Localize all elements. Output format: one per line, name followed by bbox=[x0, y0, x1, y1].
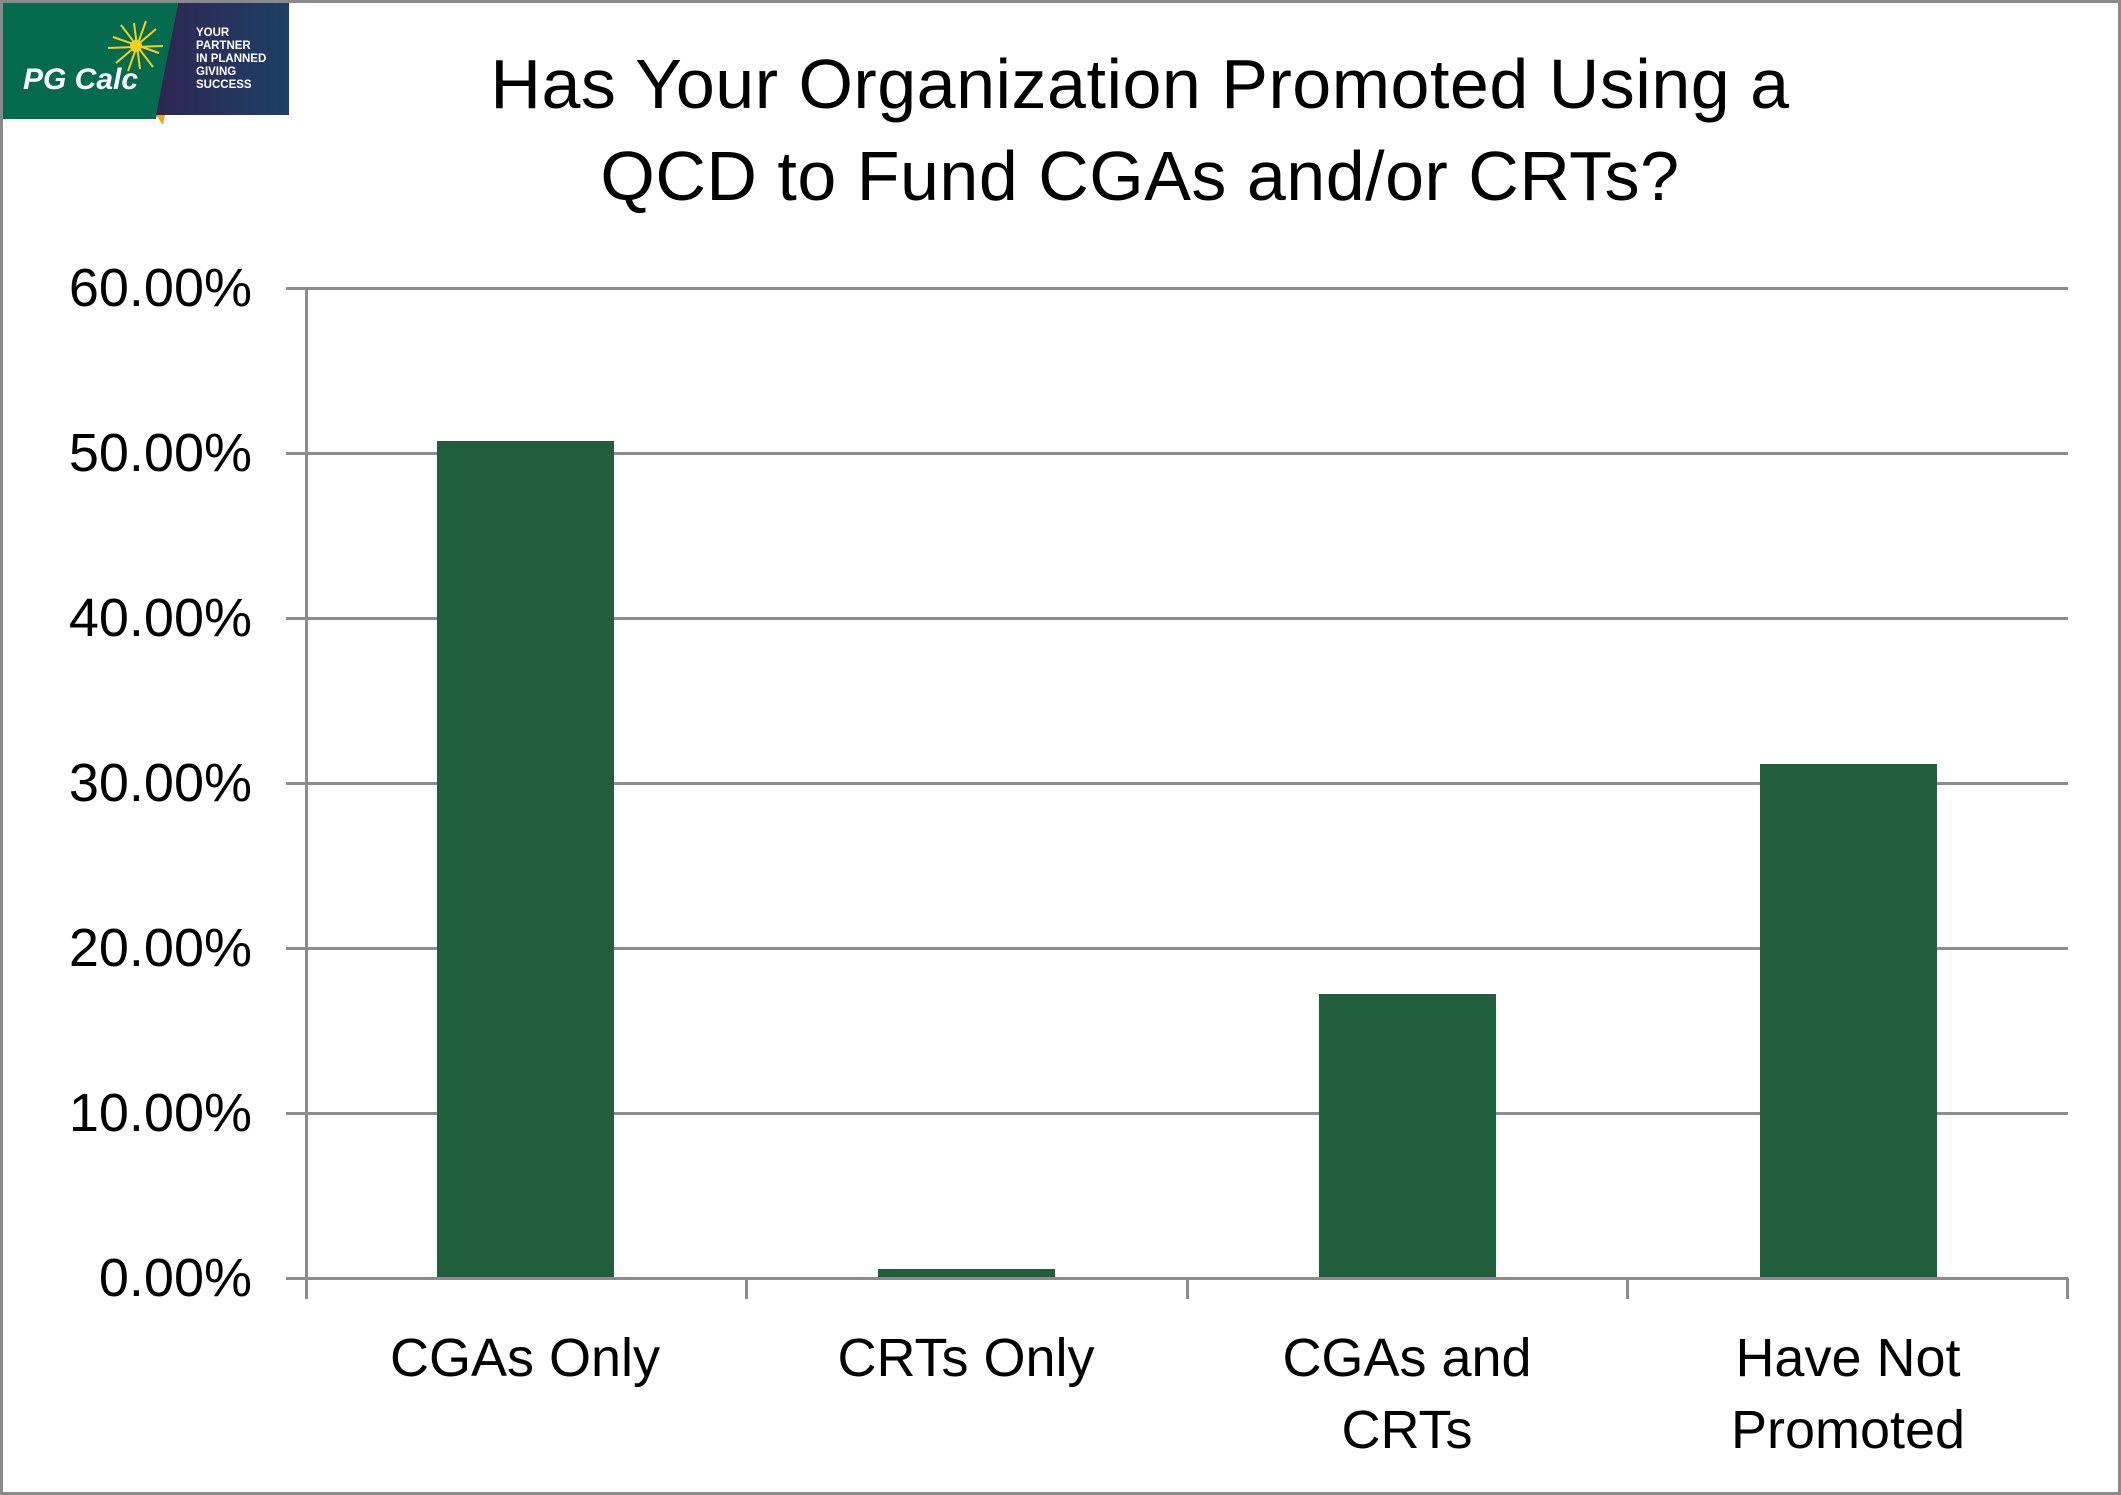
x-tick bbox=[2066, 1278, 2069, 1299]
x-tick bbox=[1186, 1278, 1189, 1299]
x-label-cgas-and-crts: CGAs and CRTs bbox=[1282, 1328, 1532, 1460]
bar-cgas-and-crts bbox=[1319, 994, 1496, 1278]
x-tick bbox=[305, 1278, 308, 1299]
gridline-20 bbox=[286, 947, 2068, 950]
svg-text:YOUR: YOUR bbox=[196, 27, 230, 39]
bar-crts-only bbox=[878, 1269, 1055, 1278]
svg-text:PARTNER: PARTNER bbox=[196, 40, 251, 52]
y-tick-label: 40.00% bbox=[68, 588, 252, 648]
gridline-10 bbox=[286, 1112, 2068, 1115]
chart-title-line-2: QCD to Fund CGAs and/or CRTs? bbox=[600, 137, 1680, 215]
bar-cgas-only bbox=[437, 441, 614, 1278]
chart-title: Has Your Organization Promoted Using a Q… bbox=[330, 38, 1950, 222]
gridline-40 bbox=[286, 617, 2068, 620]
x-label-cgas-only: CGAs Only bbox=[389, 1328, 661, 1388]
gridline-30 bbox=[286, 782, 2068, 785]
gridline-60 bbox=[286, 287, 2068, 290]
x-tick bbox=[1626, 1278, 1629, 1299]
y-tick-label: 30.00% bbox=[68, 753, 252, 813]
svg-text:IN PLANNED: IN PLANNED bbox=[196, 53, 266, 65]
pg-calc-logo: PG Calc YOUR PARTNER IN PLANNED GIVING S… bbox=[3, 3, 289, 124]
logo-brand: PG Calc bbox=[23, 63, 138, 96]
gridline-50 bbox=[286, 452, 2068, 455]
y-axis-line bbox=[305, 288, 308, 1299]
y-tick-label: 0.00% bbox=[98, 1248, 252, 1308]
svg-text:GIVING: GIVING bbox=[196, 66, 236, 78]
x-tick bbox=[745, 1278, 748, 1299]
x-label-have-not-promoted: Have Not Promoted bbox=[1730, 1328, 1966, 1460]
x-axis-line bbox=[286, 1277, 2068, 1280]
bar-have-not-promoted bbox=[1760, 764, 1937, 1278]
y-tick-label: 20.00% bbox=[68, 918, 252, 978]
x-label-crts-only: CRTs Only bbox=[837, 1328, 1095, 1388]
y-tick-label: 10.00% bbox=[68, 1083, 252, 1143]
y-tick-label: 50.00% bbox=[68, 423, 252, 483]
chart-title-line-1: Has Your Organization Promoted Using a bbox=[490, 45, 1790, 123]
svg-text:SUCCESS: SUCCESS bbox=[196, 79, 252, 91]
y-tick-label: 60.00% bbox=[68, 258, 252, 318]
